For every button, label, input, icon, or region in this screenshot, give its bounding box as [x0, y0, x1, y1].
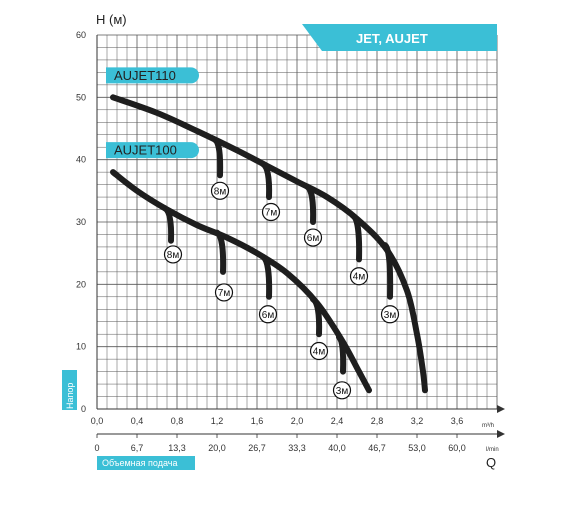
suction-depth-text: 8м: [214, 186, 227, 197]
curves: [110, 94, 428, 394]
y-tick-label: 40: [76, 155, 86, 165]
suction-depth-label: 7м: [214, 283, 234, 302]
suction-branch-aujet100: [310, 296, 323, 338]
secondary-x-tick-label: 26,7: [248, 443, 266, 453]
side-label-text: Напор: [65, 383, 75, 409]
suction-depth-text: 7м: [265, 208, 278, 219]
x-axis-unit-primary: m³/h: [482, 423, 494, 429]
suction-depth-label: 7м: [261, 202, 281, 222]
suction-depth-circle: [210, 181, 230, 200]
x-tick-label: 2,8: [371, 416, 384, 426]
y-axis-label: H (м): [96, 12, 127, 27]
x-tick-label: 0,0: [91, 416, 104, 426]
secondary-x-tick-label: 60,0: [448, 443, 466, 453]
x-tick-label: 0,4: [131, 416, 144, 426]
suction-branch-aujet110: [260, 161, 273, 201]
x-tick-label: 1,6: [251, 416, 264, 426]
x-tick-label: 3,2: [411, 416, 424, 426]
suction-branch-aujet110: [350, 212, 363, 263]
suction-depth-text: 4м: [353, 272, 366, 283]
chart-title: JET, AUJET: [356, 31, 428, 46]
suction-depth-circle: [214, 283, 234, 302]
y-tick-label: 50: [76, 92, 86, 102]
series-tag-shape: [106, 142, 199, 159]
suction-depth-label: 3м: [380, 305, 400, 324]
suction-depth-label: 6м: [258, 305, 278, 324]
series-curve-aujet100: [110, 169, 372, 394]
series-tags: AUJET110 AUJET100: [106, 67, 199, 159]
suction-depth-label: 8м: [210, 181, 230, 200]
suction-depth-text: 6м: [307, 233, 320, 244]
secondary-x-tick-label: 0: [94, 443, 99, 453]
suction-depth-text: 3м: [336, 386, 349, 397]
suction-depth-circle: [380, 305, 400, 324]
x-tick-label: 1,2: [211, 416, 224, 426]
series-tag-shape: [106, 67, 199, 84]
y-tick-labels: 0 10 20 30 40 50 60: [76, 30, 86, 414]
suction-depth-text: 8м: [167, 250, 180, 261]
suction-branch-aujet100: [336, 334, 347, 375]
suction-depth-circle: [332, 381, 352, 400]
suction-branch-aujet100: [162, 205, 175, 244]
y-tick-label: 0: [81, 404, 86, 414]
axes: [96, 35, 505, 438]
secondary-x-tick-labels: 0 6,7 13,3 20,0 26,7 33,3 40,0 46,7 53,0 60,0: [94, 434, 466, 453]
suction-depth-circle: [258, 305, 278, 324]
secondary-x-tick-label: 33,3: [288, 443, 306, 453]
suction-depth-text: 7м: [218, 288, 231, 299]
secondary-x-tick-label: 46,7: [368, 443, 386, 453]
flow-label-text: Объемная подача: [102, 458, 177, 468]
suction-branch-aujet110: [212, 136, 224, 179]
secondary-x-tick-label: 20,0: [208, 443, 226, 453]
title-banner: JET, AUJET: [302, 24, 497, 51]
y-tick-label: 10: [76, 342, 86, 352]
flow-label-badge: Объемная подача: [97, 456, 195, 470]
suction-depth-text: 3м: [384, 310, 397, 321]
y-tick-label: 60: [76, 30, 86, 40]
secondary-x-tick-label: 6,7: [131, 443, 144, 453]
suction-branch-aujet110: [382, 242, 394, 300]
series-tag-aujet100: AUJET100: [106, 142, 199, 159]
secondary-x-tick-label: 53,0: [408, 443, 426, 453]
suction-depth-text: 6м: [262, 310, 275, 321]
series-tag-aujet110: AUJET110: [106, 67, 199, 84]
secondary-x-tick-label: 13,3: [168, 443, 186, 453]
x-axis-unit-secondary: l/min: [486, 447, 499, 453]
secondary-axis-arrow: [497, 430, 505, 438]
y-tick-label: 20: [76, 279, 86, 289]
series-tag-label: AUJET110: [114, 68, 176, 83]
suction-depth-text: 4м: [313, 347, 326, 358]
suction-depth-label: 3м: [332, 381, 352, 400]
suction-depth-circle: [309, 341, 329, 361]
x-tick-label: 3,6: [451, 416, 464, 426]
x-axis-arrow: [497, 405, 505, 413]
side-label-badge: Напор: [62, 370, 77, 410]
suction-depth-label: 6м: [303, 228, 323, 247]
x-tick-label: 2,0: [291, 416, 304, 426]
suction-depth-circle: [303, 228, 323, 247]
suction-depth-circle: [261, 202, 281, 222]
suction-depth-label: 4м: [309, 341, 329, 361]
suction-branch-aujet110: [304, 183, 317, 225]
series-curve-aujet110: [110, 94, 428, 394]
grid: [96, 34, 498, 410]
x-tick-label: 2,4: [331, 416, 344, 426]
suction-depth-label: 8м: [163, 245, 183, 264]
series-tag-label: AUJET100: [114, 143, 177, 158]
x-tick-label: 0,8: [171, 416, 184, 426]
x-axis-symbol: Q: [486, 455, 496, 470]
x-tick-labels: 0,0 0,4 0,8 1,2 1,6 2,0 2,4 2,8 3,2 3,6: [91, 416, 464, 426]
y-tick-label: 30: [76, 217, 86, 227]
suction-depth-label: 4м: [349, 267, 369, 286]
secondary-x-tick-label: 40,0: [328, 443, 346, 453]
suction-depth-circle: [163, 245, 183, 264]
suction-depth-circle: [349, 267, 369, 286]
suction-branch-aujet100: [260, 253, 273, 300]
branch-labels: 8м 7м 6м 4м 3м 8м 7м 6м 4м 3м: [163, 181, 400, 400]
suction-branch-aujet100: [214, 229, 227, 275]
